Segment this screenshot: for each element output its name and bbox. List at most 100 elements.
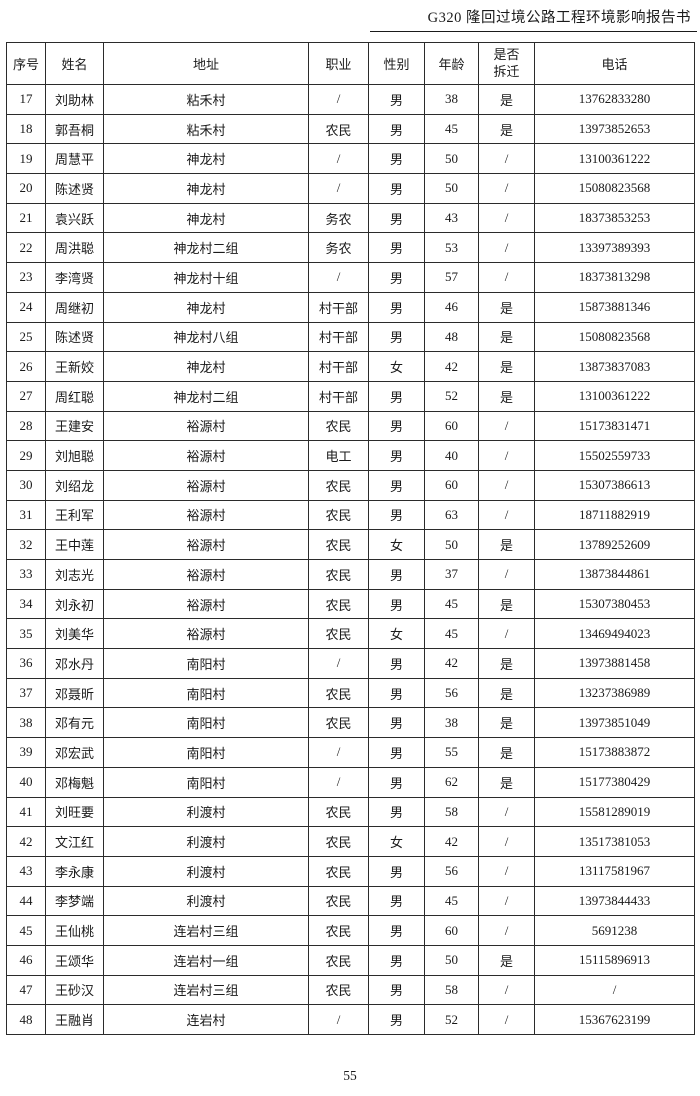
cell-gender: 男 [368,648,425,679]
cell-age: 42 [424,826,479,857]
cell-age: 50 [424,173,479,204]
cell-age: 42 [424,351,479,382]
cell-address: 连岩村 [103,1004,309,1035]
cell-gender: 女 [368,618,425,650]
table-row: 24 周继初 神龙村 村干部 男 46 是 15873881346 [6,291,695,323]
cell-index: 35 [6,618,46,650]
document-header-title: G320 隆回过境公路工程环境影响报告书 [427,10,691,26]
cell-address: 神龙村 [103,351,309,382]
table-row: 17 刘助林 粘禾村 / 男 38 是 13762833280 [6,84,695,115]
cell-name: 刘志光 [45,559,104,590]
table-row: 20 陈述贤 神龙村 / 男 50 / 15080823568 [6,173,695,204]
cell-gender: 男 [368,766,425,798]
cell-name: 王利军 [45,499,104,531]
cell-index: 21 [6,202,46,234]
cell-phone: 13237386989 [534,677,695,709]
cell-address: 裕源村 [103,529,309,560]
cell-address: 利渡村 [103,826,309,857]
cell-occupation: 务农 [308,202,369,234]
cell-index: 43 [6,855,46,887]
cell-address: 连岩村三组 [103,915,309,946]
cell-name: 刘助林 [45,84,104,115]
cell-age: 56 [424,855,479,887]
cell-phone: 13873844861 [534,559,695,590]
cell-index: 42 [6,826,46,857]
cell-occupation: 农民 [308,677,369,709]
cell-gender: 男 [368,143,425,175]
table-row: 48 王融肖 连岩村 / 男 52 / 15367623199 [6,1004,695,1035]
cell-index: 28 [6,410,46,442]
cell-age: 60 [424,915,479,946]
cell-name: 王新姣 [45,351,104,382]
table-row: 27 周红聪 神龙村二组 村干部 男 52 是 13100361222 [6,380,695,412]
cell-address: 神龙村八组 [103,321,309,353]
cell-phone: 13789252609 [534,529,695,560]
cell-occupation: / [308,766,369,798]
column-header-age: 年龄 [424,42,479,85]
cell-phone: 13117581967 [534,855,695,887]
cell-index: 29 [6,440,46,471]
cell-occupation: / [308,648,369,679]
cell-address: 神龙村十组 [103,262,309,293]
cell-address: 南阳村 [103,766,309,798]
cell-relocation: 是 [478,380,535,412]
table-row: 19 周慧平 神龙村 / 男 50 / 13100361222 [6,143,695,175]
table-row: 36 邓水丹 南阳村 / 男 42 是 13973881458 [6,648,695,679]
cell-age: 45 [424,618,479,650]
cell-index: 39 [6,737,46,768]
table-row: 23 李湾贤 神龙村十组 / 男 57 / 18373813298 [6,262,695,293]
column-header-index: 序号 [6,42,46,85]
cell-name: 王中莲 [45,529,104,560]
cell-name: 王融肖 [45,1004,104,1035]
cell-address: 南阳村 [103,707,309,739]
table-row: 32 王中莲 裕源村 农民 女 50 是 13789252609 [6,529,695,560]
cell-phone: 13973844433 [534,885,695,917]
cell-age: 40 [424,440,479,471]
running-header: G320 隆回过境公路工程环境影响报告书 [370,4,697,32]
cell-relocation: / [478,618,535,650]
cell-name: 李湾贤 [45,262,104,293]
cell-phone: 15581289019 [534,796,695,828]
cell-index: 23 [6,262,46,293]
cell-relocation: 是 [478,321,535,353]
cell-index: 37 [6,677,46,709]
cell-address: 南阳村 [103,737,309,768]
cell-gender: 男 [368,440,425,471]
cell-name: 刘旺要 [45,796,104,828]
cell-relocation: / [478,232,535,264]
cell-occupation: 农民 [308,885,369,917]
table-row: 18 郭吾桐 粘禾村 农民 男 45 是 13973852653 [6,113,695,145]
cell-address: 神龙村二组 [103,232,309,264]
cell-occupation: / [308,143,369,175]
cell-index: 38 [6,707,46,739]
cell-gender: 男 [368,677,425,709]
cell-relocation: / [478,826,535,857]
cell-name: 刘绍龙 [45,469,104,501]
cell-phone: 13873837083 [534,351,695,382]
cell-occupation: / [308,1004,369,1035]
cell-address: 南阳村 [103,648,309,679]
page-number: 55 [343,1068,357,1083]
cell-phone: 13517381053 [534,826,695,857]
cell-age: 50 [424,944,479,976]
cell-phone: 18373853253 [534,202,695,234]
cell-gender: 女 [368,826,425,857]
cell-index: 24 [6,291,46,323]
cell-gender: 女 [368,351,425,382]
cell-occupation: 农民 [308,529,369,560]
table-row: 39 邓宏武 南阳村 / 男 55 是 15173883872 [6,737,695,768]
table-row: 37 邓聂昕 南阳村 农民 男 56 是 13237386989 [6,677,695,709]
cell-name: 周洪聪 [45,232,104,264]
cell-index: 26 [6,351,46,382]
cell-address: 利渡村 [103,855,309,887]
cell-index: 30 [6,469,46,501]
cell-address: 裕源村 [103,499,309,531]
cell-relocation: 是 [478,588,535,620]
cell-gender: 男 [368,291,425,323]
cell-age: 45 [424,885,479,917]
cell-relocation: 是 [478,291,535,323]
cell-gender: 男 [368,1004,425,1035]
cell-address: 裕源村 [103,410,309,442]
cell-relocation: 是 [478,737,535,768]
cell-index: 27 [6,380,46,412]
